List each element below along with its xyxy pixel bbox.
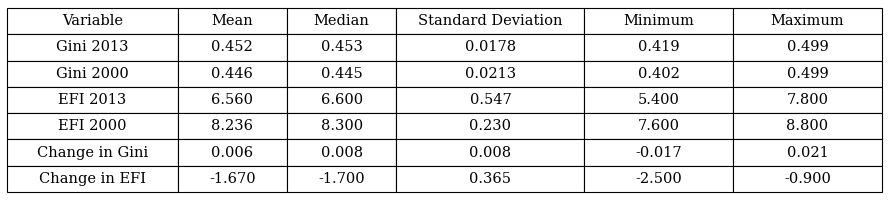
- Text: 0.547: 0.547: [469, 93, 511, 107]
- Bar: [287, 139, 396, 166]
- Text: 0.006: 0.006: [212, 146, 253, 160]
- Text: Variable: Variable: [62, 14, 123, 28]
- Text: 0.0213: 0.0213: [465, 67, 516, 81]
- Bar: [178, 8, 287, 34]
- Bar: [396, 61, 584, 87]
- Text: Median: Median: [314, 14, 370, 28]
- Text: -1.700: -1.700: [318, 172, 365, 186]
- Bar: [733, 139, 882, 166]
- Text: EFI 2013: EFI 2013: [59, 93, 126, 107]
- Text: 0.445: 0.445: [321, 67, 363, 81]
- Bar: [7, 113, 178, 139]
- Text: -1.670: -1.670: [209, 172, 256, 186]
- Bar: [178, 139, 287, 166]
- Text: Minimum: Minimum: [623, 14, 694, 28]
- Text: Maximum: Maximum: [771, 14, 845, 28]
- Text: Gini 2000: Gini 2000: [56, 67, 129, 81]
- Text: 0.402: 0.402: [638, 67, 680, 81]
- Bar: [584, 113, 733, 139]
- Bar: [7, 8, 178, 34]
- Text: 0.008: 0.008: [469, 146, 511, 160]
- Bar: [733, 8, 882, 34]
- Text: Gini 2013: Gini 2013: [56, 40, 129, 54]
- Text: -0.017: -0.017: [636, 146, 682, 160]
- Bar: [7, 87, 178, 113]
- Bar: [178, 87, 287, 113]
- Text: 8.300: 8.300: [321, 119, 363, 133]
- Text: 0.008: 0.008: [321, 146, 363, 160]
- Text: Mean: Mean: [212, 14, 253, 28]
- Text: Change in EFI: Change in EFI: [39, 172, 146, 186]
- Text: 0.499: 0.499: [787, 67, 829, 81]
- Bar: [287, 166, 396, 192]
- Bar: [584, 139, 733, 166]
- Text: 0.230: 0.230: [469, 119, 511, 133]
- Bar: [287, 87, 396, 113]
- Bar: [396, 166, 584, 192]
- Text: 8.236: 8.236: [212, 119, 253, 133]
- Bar: [584, 87, 733, 113]
- Bar: [178, 166, 287, 192]
- Bar: [7, 166, 178, 192]
- Bar: [287, 61, 396, 87]
- Bar: [396, 34, 584, 61]
- Text: 0.453: 0.453: [321, 40, 363, 54]
- Bar: [287, 34, 396, 61]
- Bar: [7, 139, 178, 166]
- Text: 8.800: 8.800: [787, 119, 829, 133]
- Text: 0.365: 0.365: [469, 172, 511, 186]
- Bar: [396, 8, 584, 34]
- Bar: [584, 8, 733, 34]
- Bar: [396, 113, 584, 139]
- Text: EFI 2000: EFI 2000: [58, 119, 126, 133]
- Bar: [178, 113, 287, 139]
- Bar: [396, 87, 584, 113]
- Text: 7.600: 7.600: [637, 119, 680, 133]
- Text: 0.419: 0.419: [638, 40, 679, 54]
- Bar: [733, 61, 882, 87]
- Bar: [733, 34, 882, 61]
- Text: 7.800: 7.800: [787, 93, 829, 107]
- Text: Standard Deviation: Standard Deviation: [418, 14, 563, 28]
- Bar: [584, 166, 733, 192]
- Text: 0.021: 0.021: [787, 146, 829, 160]
- Text: 0.0178: 0.0178: [465, 40, 516, 54]
- Bar: [584, 34, 733, 61]
- Text: 6.560: 6.560: [212, 93, 253, 107]
- Text: -2.500: -2.500: [636, 172, 682, 186]
- Text: 0.499: 0.499: [787, 40, 829, 54]
- Bar: [7, 61, 178, 87]
- Text: -0.900: -0.900: [784, 172, 831, 186]
- Bar: [178, 61, 287, 87]
- Bar: [178, 34, 287, 61]
- Bar: [584, 61, 733, 87]
- Text: 6.600: 6.600: [321, 93, 363, 107]
- Bar: [733, 113, 882, 139]
- Bar: [7, 34, 178, 61]
- Bar: [287, 8, 396, 34]
- Text: 5.400: 5.400: [638, 93, 680, 107]
- Text: 0.452: 0.452: [212, 40, 253, 54]
- Bar: [396, 139, 584, 166]
- Bar: [733, 166, 882, 192]
- Bar: [287, 113, 396, 139]
- Text: Change in Gini: Change in Gini: [36, 146, 148, 160]
- Bar: [733, 87, 882, 113]
- Text: 0.446: 0.446: [212, 67, 253, 81]
